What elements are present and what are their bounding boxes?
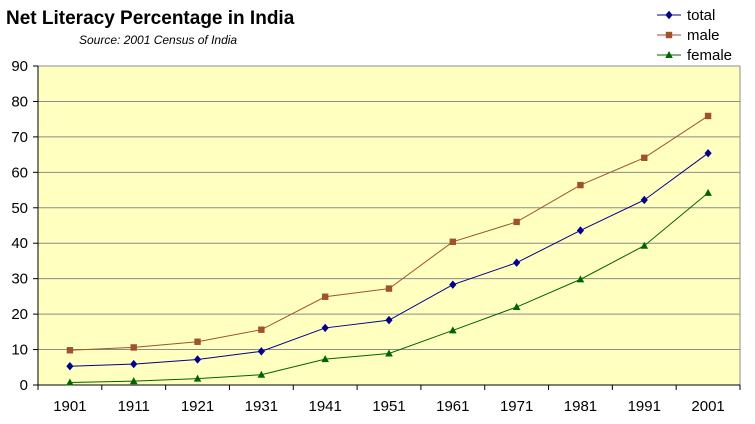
data-point-total	[449, 280, 457, 289]
data-point-female	[257, 370, 266, 378]
y-tick-label: 10	[11, 342, 28, 359]
x-tick-label: 1961	[436, 398, 469, 415]
legend-marker-female	[665, 51, 673, 58]
series-female	[66, 188, 712, 386]
data-point-male	[641, 154, 648, 162]
x-tick-label: 2001	[691, 398, 724, 415]
legend-item-female: female	[657, 47, 732, 64]
data-point-male	[513, 218, 520, 226]
data-point-male	[321, 293, 329, 300]
data-point-total	[193, 355, 202, 364]
legend-marker-male	[665, 31, 673, 39]
data-point-male	[449, 238, 457, 246]
data-point-total	[576, 226, 585, 235]
data-point-female	[704, 188, 712, 196]
data-point-male	[704, 112, 712, 120]
legend-label-male: male	[687, 27, 720, 44]
data-point-female	[66, 378, 74, 386]
legend-item-male: male	[657, 27, 720, 44]
data-point-total	[513, 258, 521, 267]
series-male	[66, 112, 712, 354]
x-tick-label: 1941	[308, 398, 341, 415]
x-tick-label: 1921	[181, 398, 214, 415]
data-point-total	[66, 362, 74, 371]
data-point-total	[704, 148, 712, 158]
chart-title: Net Literacy Percentage in India	[6, 8, 295, 29]
data-point-female	[640, 241, 649, 249]
y-tick-label: 90	[11, 58, 28, 75]
legend-label-total: total	[687, 7, 715, 24]
data-point-female	[193, 374, 202, 382]
data-point-male	[385, 285, 393, 292]
data-point-male	[258, 326, 265, 333]
data-point-female	[512, 303, 521, 311]
data-point-total	[257, 347, 265, 356]
y-tick-label: 60	[11, 164, 28, 181]
data-point-total	[321, 323, 329, 333]
data-point-male	[577, 181, 584, 189]
legend-label-female: female	[687, 47, 732, 64]
x-tick-label: 1991	[628, 398, 661, 415]
y-tick-label: 50	[11, 200, 28, 217]
data-point-female	[129, 377, 138, 385]
plot-area	[38, 66, 740, 385]
x-tick-label: 1911	[118, 398, 150, 415]
legend-item-total: total	[657, 7, 715, 24]
series-group	[66, 112, 712, 386]
data-point-female	[449, 326, 457, 334]
y-tick-label: 40	[11, 235, 28, 252]
x-tick-label: 1901	[53, 398, 86, 415]
x-tick-label: 1931	[245, 398, 278, 415]
tick-labels: 0 10 20 30 40 50 60 70 80 90 1901 1911 1921 1931 1941 1…	[11, 58, 741, 415]
data-point-male	[66, 347, 74, 354]
y-tick-label: 0	[20, 377, 28, 394]
axes	[37, 65, 741, 386]
x-tick-label: 1971	[500, 398, 533, 415]
y-tick-label: 30	[11, 271, 28, 288]
data-point-male	[194, 338, 201, 345]
y-tick-label: 20	[11, 306, 28, 323]
y-tick-label: 80	[11, 93, 28, 110]
x-tick-label: 1951	[372, 398, 405, 415]
x-tick-label: 1981	[564, 398, 597, 415]
series-total	[66, 148, 712, 371]
data-point-female	[576, 275, 585, 283]
chart-subtitle: Source: 2001 Census of India	[79, 33, 237, 47]
data-point-total	[385, 315, 393, 325]
legend-marker-total	[665, 10, 673, 20]
data-point-female	[385, 349, 393, 357]
data-point-total	[130, 359, 138, 369]
y-tick-label: 70	[11, 129, 28, 146]
legend: total male female	[657, 7, 732, 64]
data-point-male	[130, 344, 137, 351]
data-point-total	[640, 195, 648, 205]
data-point-female	[321, 355, 329, 363]
